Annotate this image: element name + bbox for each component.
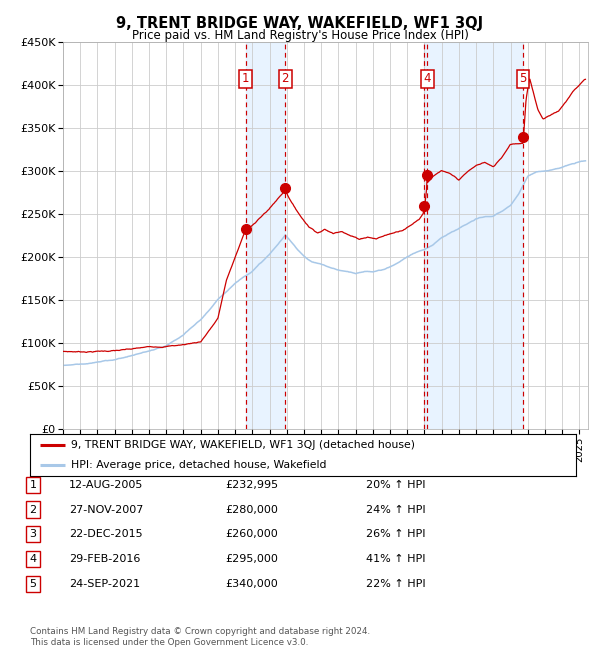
Text: 12-AUG-2005: 12-AUG-2005 xyxy=(69,480,143,490)
Bar xyxy=(424,42,523,429)
Text: 4: 4 xyxy=(424,73,431,86)
Text: 24-SEP-2021: 24-SEP-2021 xyxy=(69,578,140,589)
Text: Price paid vs. HM Land Registry's House Price Index (HPI): Price paid vs. HM Land Registry's House … xyxy=(131,29,469,42)
Text: 5: 5 xyxy=(520,73,527,86)
Text: 2: 2 xyxy=(29,504,37,515)
Text: 5: 5 xyxy=(29,578,37,589)
Text: 2: 2 xyxy=(281,73,289,86)
Text: 29-FEB-2016: 29-FEB-2016 xyxy=(69,554,140,564)
Text: £260,000: £260,000 xyxy=(225,529,278,539)
Bar xyxy=(246,42,286,429)
Text: 22% ↑ HPI: 22% ↑ HPI xyxy=(366,578,425,589)
Text: 20% ↑ HPI: 20% ↑ HPI xyxy=(366,480,425,490)
Text: 41% ↑ HPI: 41% ↑ HPI xyxy=(366,554,425,564)
Text: 24% ↑ HPI: 24% ↑ HPI xyxy=(366,504,425,515)
Text: 1: 1 xyxy=(242,73,250,86)
Text: Contains HM Land Registry data © Crown copyright and database right 2024.
This d: Contains HM Land Registry data © Crown c… xyxy=(30,627,370,647)
Text: 26% ↑ HPI: 26% ↑ HPI xyxy=(366,529,425,539)
Text: £295,000: £295,000 xyxy=(225,554,278,564)
Text: 4: 4 xyxy=(29,554,37,564)
Text: 22-DEC-2015: 22-DEC-2015 xyxy=(69,529,143,539)
Text: £340,000: £340,000 xyxy=(225,578,278,589)
Text: 27-NOV-2007: 27-NOV-2007 xyxy=(69,504,143,515)
Text: 1: 1 xyxy=(29,480,37,490)
Text: £232,995: £232,995 xyxy=(225,480,278,490)
Text: 3: 3 xyxy=(29,529,37,539)
Text: 9, TRENT BRIDGE WAY, WAKEFIELD, WF1 3QJ: 9, TRENT BRIDGE WAY, WAKEFIELD, WF1 3QJ xyxy=(116,16,484,31)
Text: 9, TRENT BRIDGE WAY, WAKEFIELD, WF1 3QJ (detached house): 9, TRENT BRIDGE WAY, WAKEFIELD, WF1 3QJ … xyxy=(71,441,415,450)
Text: HPI: Average price, detached house, Wakefield: HPI: Average price, detached house, Wake… xyxy=(71,460,326,470)
Text: £280,000: £280,000 xyxy=(225,504,278,515)
